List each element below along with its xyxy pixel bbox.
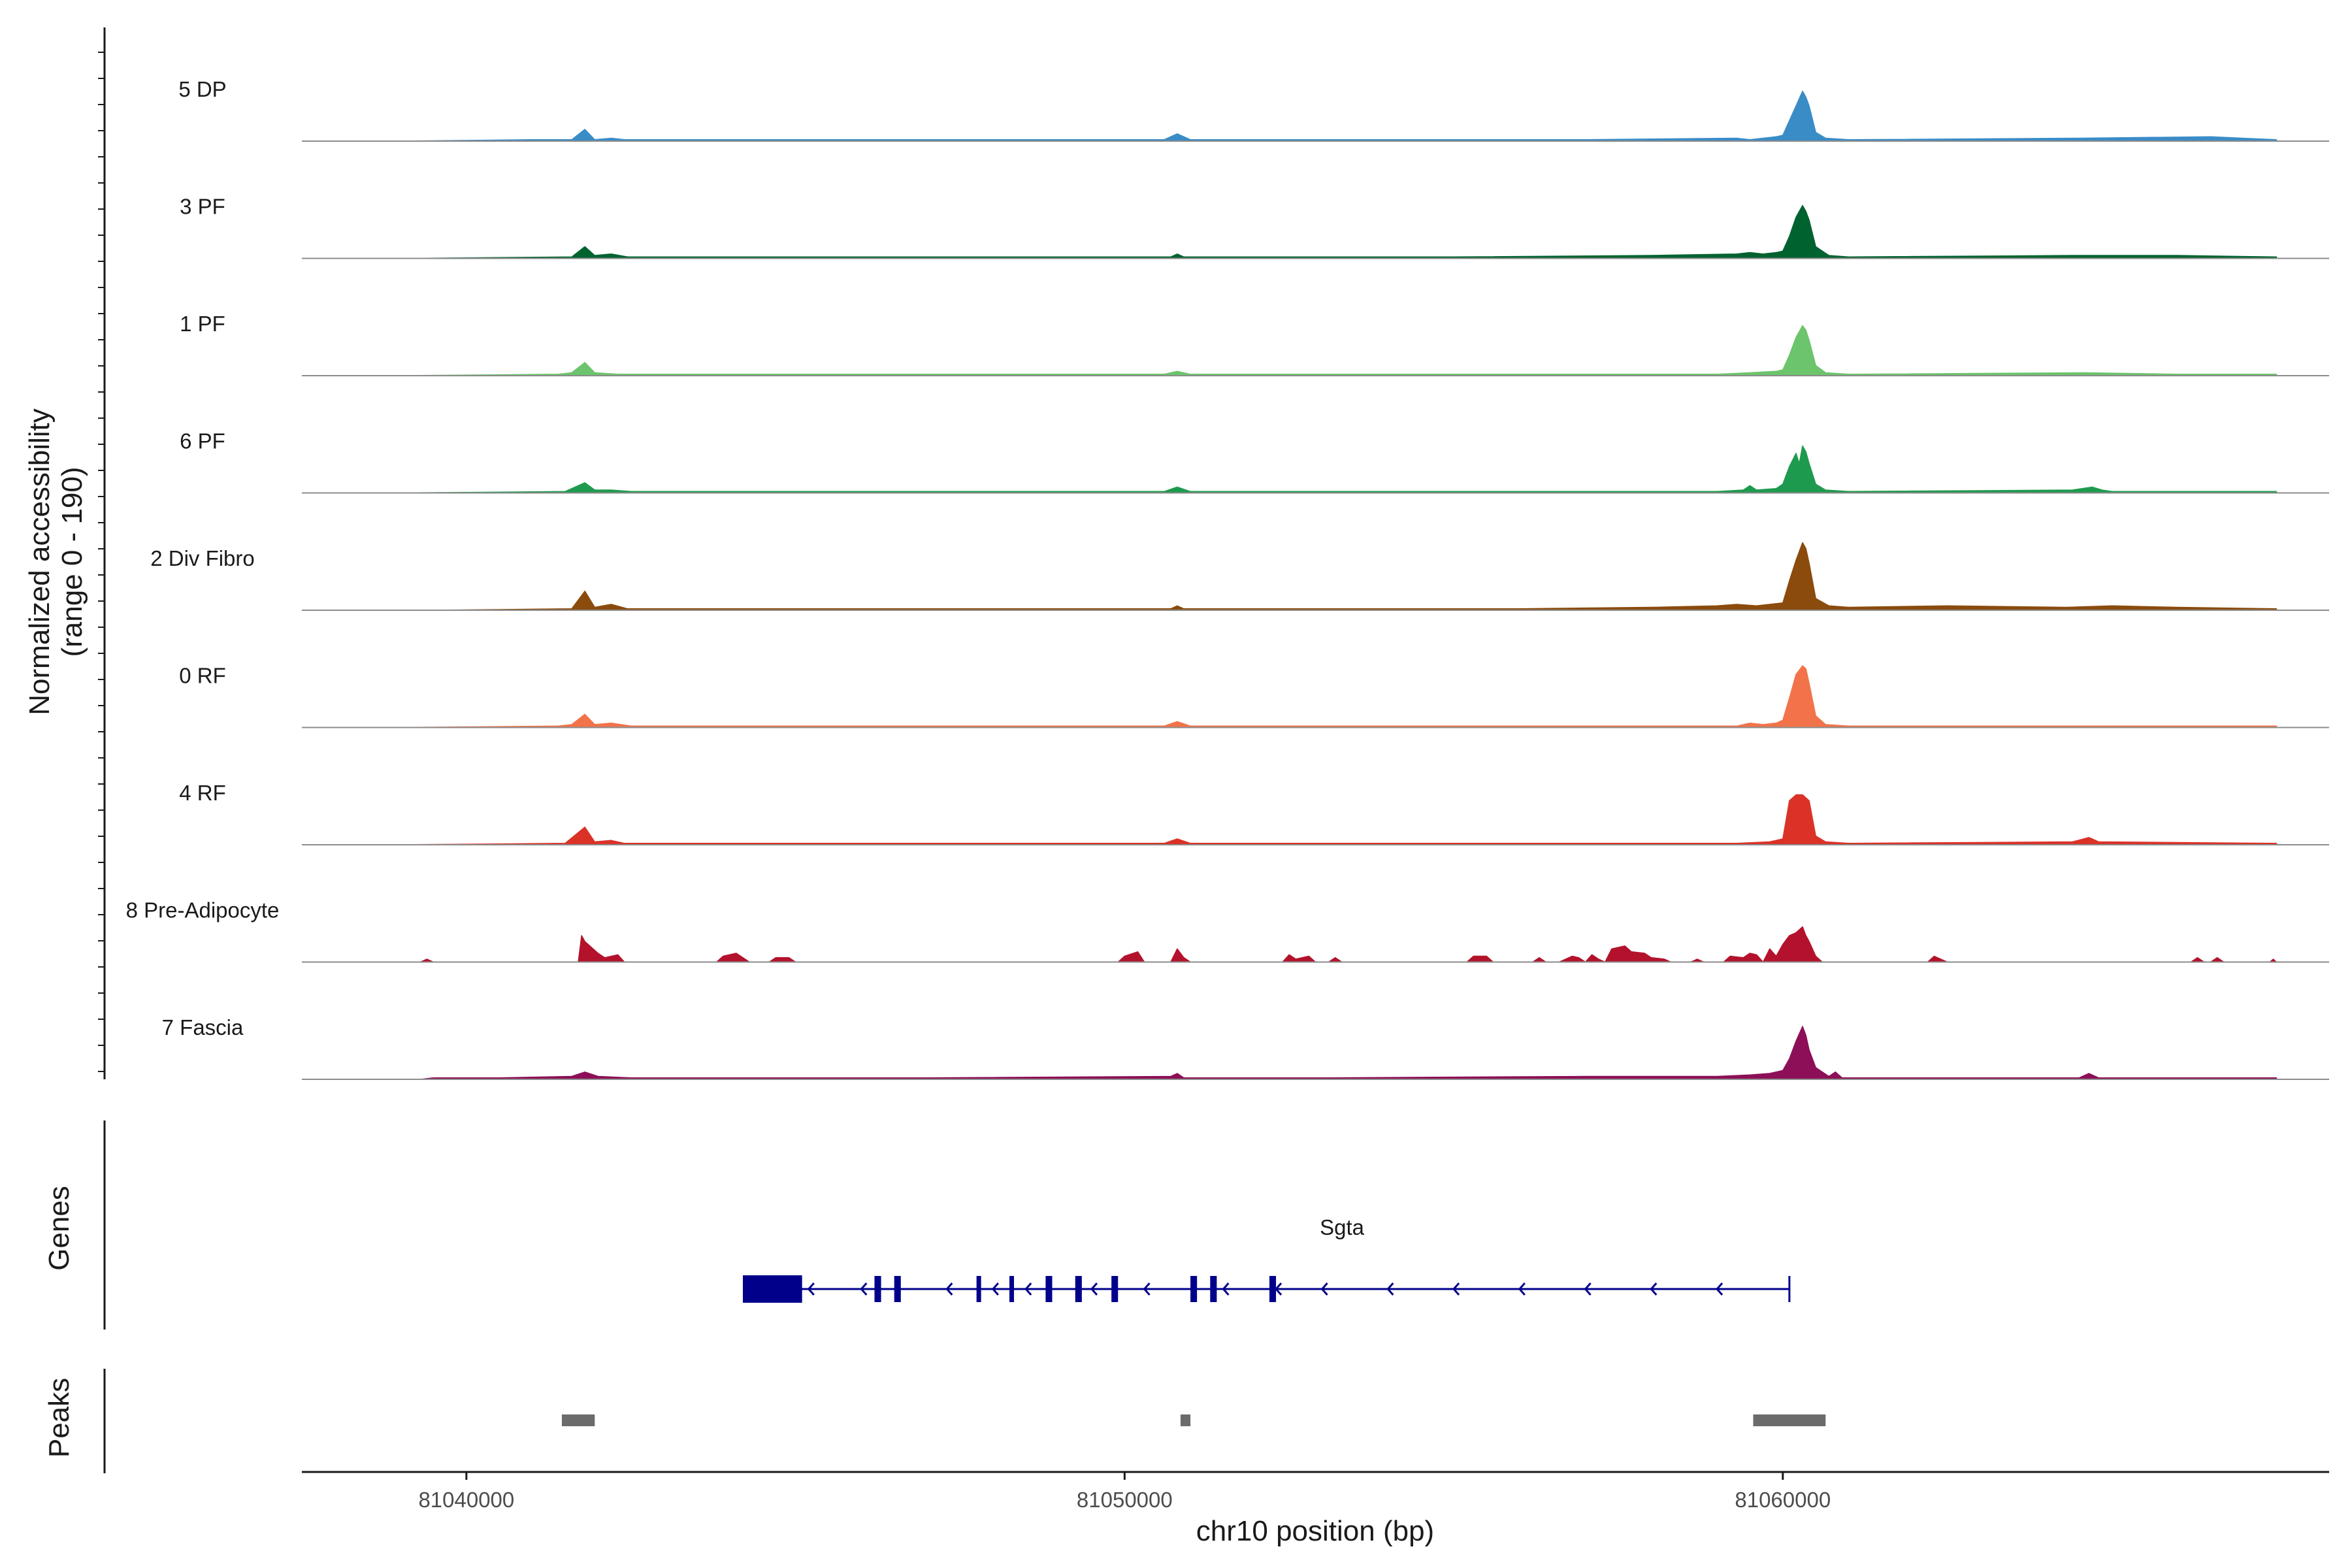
strand-arrow-icon: [991, 1282, 999, 1296]
strand-arrow-icon: [1275, 1282, 1282, 1296]
track-2-div-fibro: 2 Div Fibro: [150, 542, 2329, 611]
track-8-pre-adipocyte: 8 Pre-Adipocyte: [126, 898, 2329, 963]
gene-exon: [1190, 1276, 1198, 1302]
peak-region-0: [561, 1414, 595, 1426]
strand-arrow-icon: [1143, 1282, 1151, 1296]
track-5-dp: 5 DP: [178, 77, 2329, 142]
track-3-pf: 3 PF: [180, 195, 2329, 259]
strand-arrow-icon: [1024, 1282, 1032, 1296]
track-label-3: 6 PF: [180, 429, 225, 453]
gene-exon: [976, 1276, 981, 1302]
gene-exon: [1045, 1276, 1053, 1302]
strand-arrow-icon: [860, 1282, 868, 1296]
coverage-area-8: [419, 1026, 2278, 1080]
track-label-4: 2 Div Fibro: [150, 546, 255, 570]
strand-arrow-icon: [1090, 1282, 1098, 1296]
genes-panel-label: Genes: [43, 1186, 75, 1271]
strand-arrow-icon: [1584, 1282, 1592, 1296]
coverage-area-6: [400, 794, 2278, 845]
coverage-area-2: [400, 325, 2278, 376]
gene-exon: [1210, 1276, 1217, 1302]
track-label-7: 8 Pre-Adipocyte: [126, 898, 280, 923]
strand-arrow-icon: [1320, 1282, 1328, 1296]
strand-arrow-icon: [1386, 1282, 1394, 1296]
tracks-layer: 5 DP 3 PF 1 PF 6 PF 2 Div Fibro 0 RF 4 RF 8 Pre…: [126, 77, 2329, 1080]
peak-region-1: [1180, 1414, 1191, 1426]
coverage-area-1: [400, 204, 2278, 259]
strand-arrow-icon: [1452, 1282, 1460, 1296]
track-label-8: 7 Fascia: [162, 1015, 244, 1039]
track-label-2: 1 PF: [180, 312, 225, 336]
strand-arrow-icon: [1716, 1282, 1723, 1296]
x-axis-title: chr10 position (bp): [1196, 1515, 1434, 1547]
strand-arrow-icon: [1518, 1282, 1526, 1296]
gene-exon: [1111, 1276, 1119, 1302]
x-axis: 81040000 81050000 81060000: [302, 1471, 2329, 1512]
track-6-pf: 6 PF: [180, 429, 2329, 494]
track-0-rf: 0 RF: [179, 664, 2329, 728]
gene-exon: [894, 1276, 901, 1302]
gene-exon: [743, 1275, 802, 1303]
peaks-panel-label: Peaks: [43, 1378, 75, 1458]
track-label-1: 3 PF: [180, 195, 225, 219]
y-axis: [98, 27, 106, 1079]
gene-exon: [874, 1276, 881, 1302]
coverage-area-0: [400, 90, 2278, 142]
genes-panel: Sgta: [103, 1120, 1791, 1330]
gene-name-label: Sgta: [1320, 1215, 1365, 1239]
track-1-pf: 1 PF: [180, 312, 2329, 376]
strand-arrow-icon: [1650, 1282, 1658, 1296]
x-tick-label-2: 81060000: [1735, 1488, 1831, 1512]
strand-arrow-icon: [807, 1282, 815, 1296]
coverage-area-4: [433, 542, 2278, 611]
gene-exon: [1009, 1276, 1015, 1302]
y-axis-title-line2: (range 0 - 190): [56, 466, 88, 657]
coverage-area-5: [400, 665, 2278, 728]
track-label-6: 4 RF: [179, 781, 226, 805]
track-4-rf: 4 RF: [179, 781, 2329, 845]
x-tick-label-0: 81040000: [418, 1488, 514, 1512]
coverage-area-3: [400, 445, 2278, 494]
track-label-5: 0 RF: [179, 664, 226, 688]
y-axis-title-line1: Normalized accessibility: [24, 408, 56, 715]
gene-exon: [1269, 1276, 1277, 1302]
x-tick-label-1: 81050000: [1077, 1488, 1173, 1512]
track-label-0: 5 DP: [178, 77, 226, 101]
peak-region-2: [1753, 1414, 1826, 1426]
strand-arrow-icon: [945, 1282, 953, 1296]
peaks-panel: [103, 1369, 1826, 1473]
gene-exon: [1075, 1276, 1082, 1302]
coverage-area-7: [419, 926, 2278, 963]
strand-arrow-icon: [1222, 1282, 1230, 1296]
track-7-fascia: 7 Fascia: [162, 1015, 2329, 1080]
